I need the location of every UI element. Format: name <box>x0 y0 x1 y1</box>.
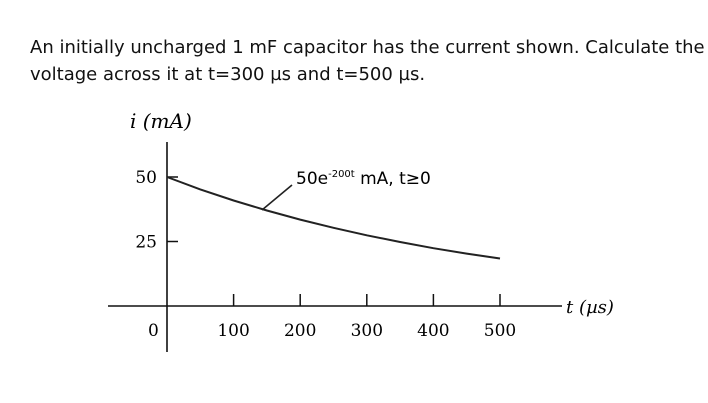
annotation-exponent: -200t <box>328 169 355 180</box>
annotation-base: 50e <box>296 169 328 189</box>
annotation-leader <box>261 184 293 211</box>
current-curve <box>166 176 501 260</box>
origin-label: 0 <box>148 321 159 341</box>
x-tick-label-400: 400 <box>417 321 449 341</box>
problem-line-1: An initially uncharged 1 mF capacitor ha… <box>30 37 705 58</box>
x-tick-label-100: 100 <box>217 321 249 341</box>
y-tick-label-25: 25 <box>135 233 157 253</box>
problem-line-2: voltage across it at t=300 µs and t=500 … <box>30 64 426 85</box>
y-ticks: 25 50 <box>135 168 178 253</box>
x-tick-label-200: 200 <box>284 321 316 341</box>
problem-statement: An initially uncharged 1 mF capacitor ha… <box>30 34 705 88</box>
y-axis-label: i (mA) <box>130 109 192 133</box>
curve-annotation: 50e-200t mA, t≥0 <box>296 169 431 189</box>
annotation-rest: mA, t≥0 <box>355 169 431 189</box>
x-ticks: 100 200 300 400 500 <box>217 294 516 341</box>
x-tick-label-300: 300 <box>351 321 383 341</box>
y-tick-label-50: 50 <box>135 168 157 188</box>
x-axis-label: t (µs) <box>566 297 614 318</box>
x-tick-label-500: 500 <box>484 321 516 341</box>
